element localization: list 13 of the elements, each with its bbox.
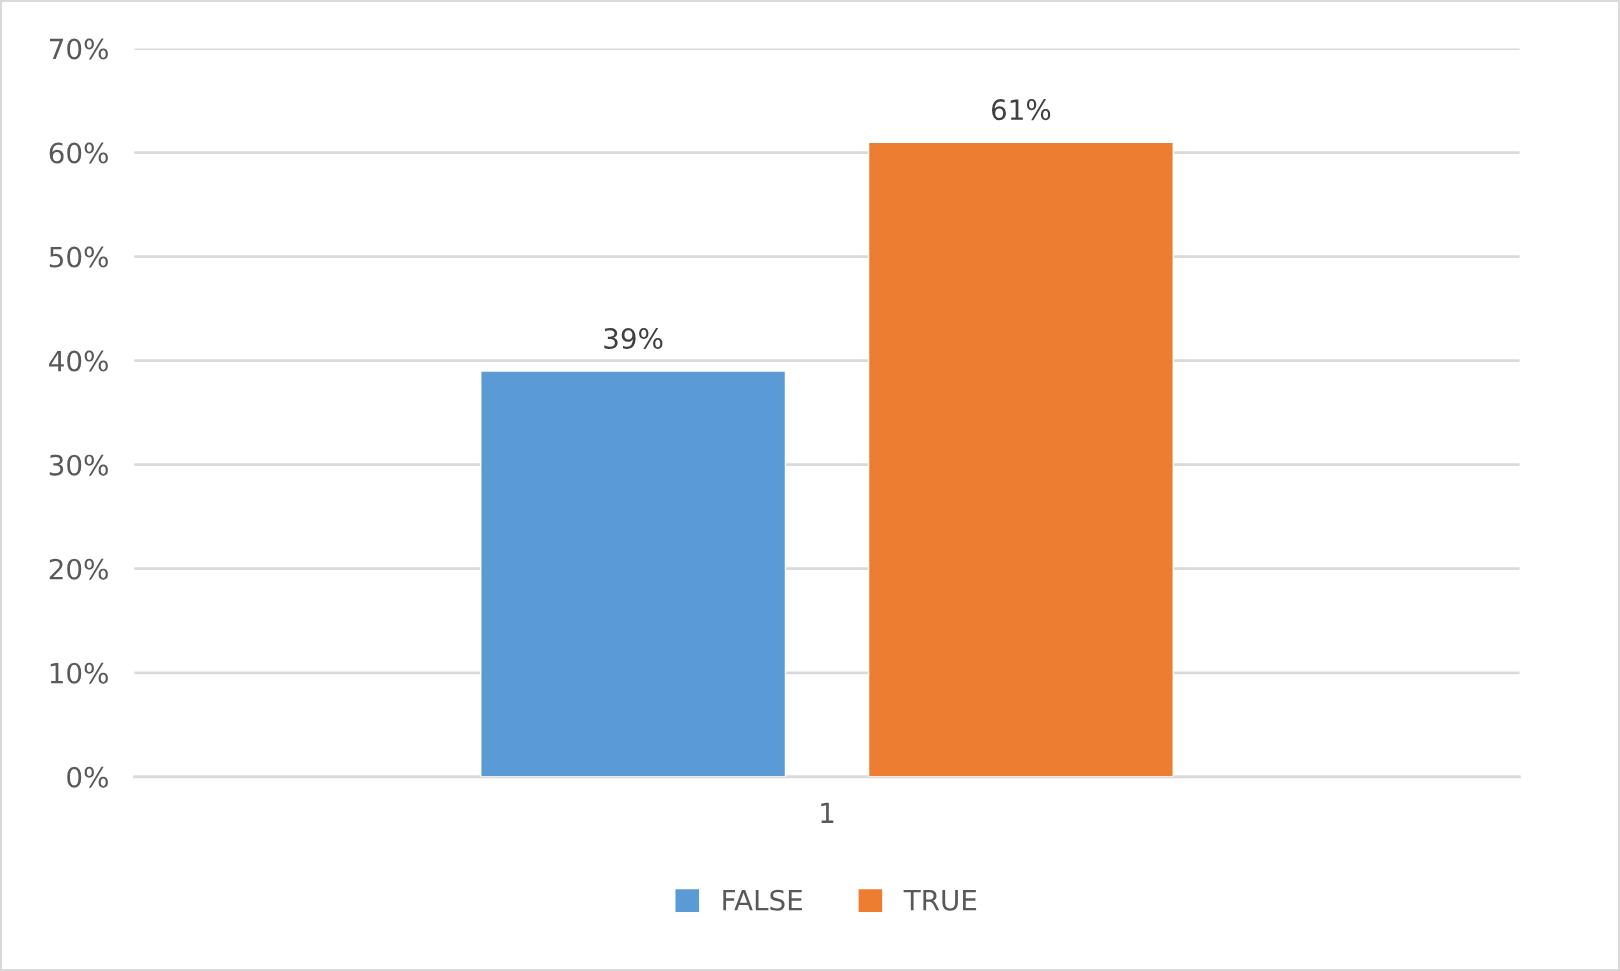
- y-tick-label: 20%: [49, 558, 108, 580]
- data-label: 61%: [991, 99, 1051, 121]
- y-tick-label: 30%: [49, 454, 108, 476]
- y-tick-label: 10%: [50, 662, 108, 684]
- y-tick-label: 50%: [49, 246, 108, 268]
- y-tick-label: 0%: [67, 766, 108, 788]
- data-label: 39%: [604, 328, 663, 350]
- y-tick-label: 40%: [49, 350, 108, 372]
- legend-label: TRUE: [903, 890, 977, 911]
- y-tick-label: 70%: [50, 38, 108, 60]
- legend-label: FALSE: [723, 889, 802, 911]
- y-tick-label: 60%: [49, 142, 108, 164]
- x-tick-label: 1: [821, 802, 834, 823]
